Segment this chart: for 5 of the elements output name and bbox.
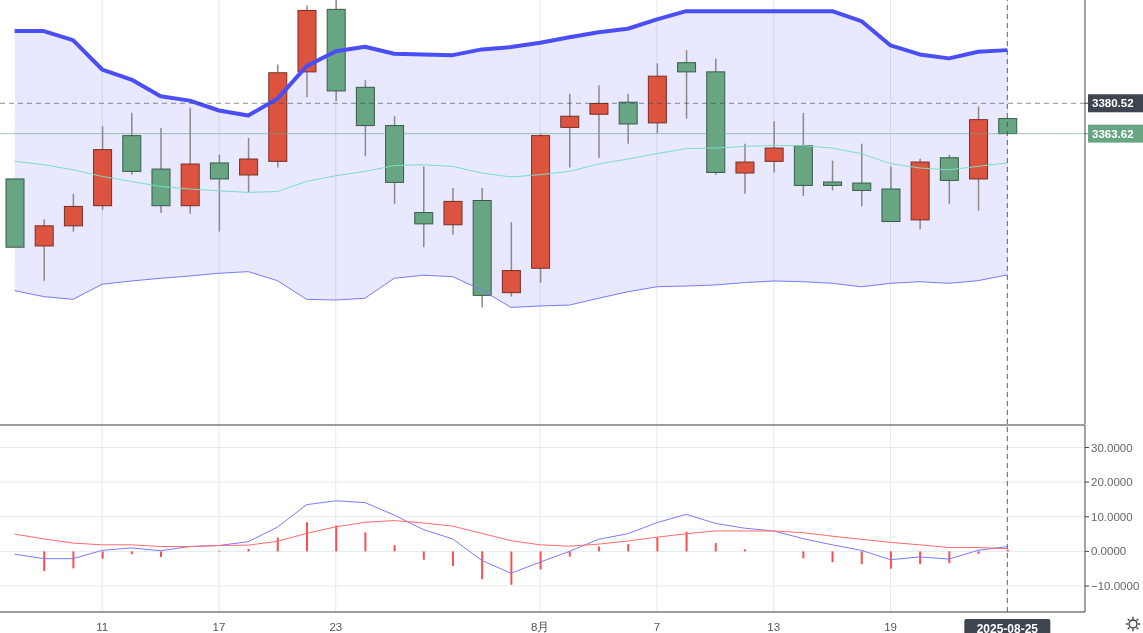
candlestick bbox=[34, 218, 54, 282]
bar bbox=[43, 551, 46, 572]
bar bbox=[72, 551, 75, 569]
candlestick bbox=[63, 192, 83, 233]
candlestick bbox=[677, 49, 697, 120]
